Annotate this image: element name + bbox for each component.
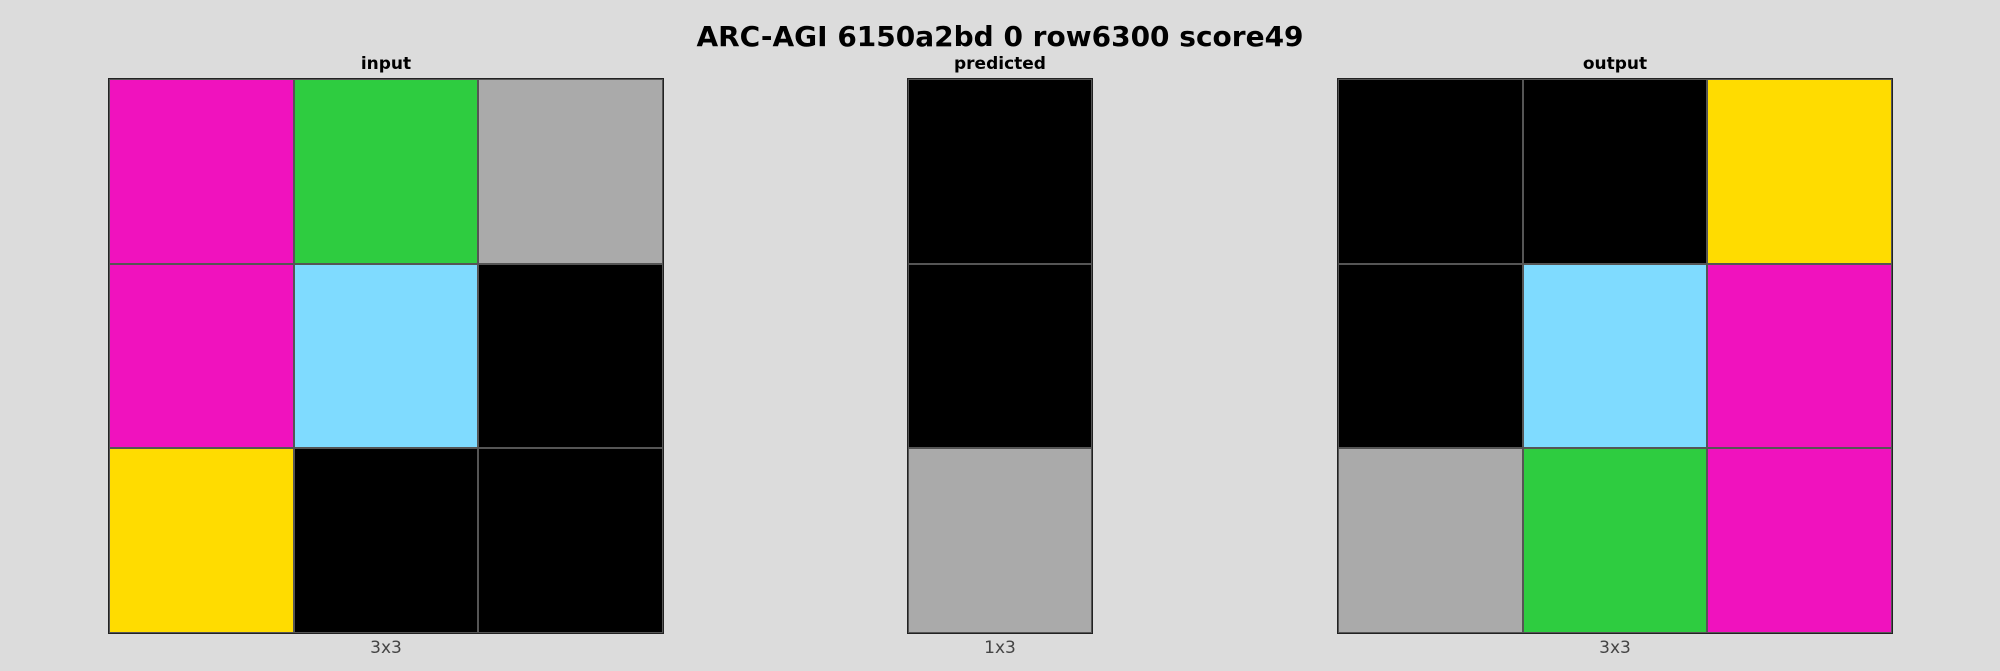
output-cell-r1-c0 — [1338, 263, 1523, 449]
input-cell-r2-c0 — [109, 448, 294, 633]
output-size-label: 3x3 — [1599, 638, 1631, 658]
output-cell-r0-c1 — [1522, 79, 1708, 264]
output-cell-r2-c2 — [1707, 448, 1892, 633]
output-cell-r1-c1 — [1522, 263, 1708, 449]
predicted-cell-r1-c0 — [908, 263, 1092, 449]
predicted-panel: predicted 1x3 — [907, 54, 1093, 666]
output-panel-label: output — [1582, 54, 1648, 74]
figure-title: ARC-AGI 6150a2bd 0 row6300 score49 — [696, 20, 1304, 53]
input-cell-r0-c0 — [109, 79, 294, 264]
output-grid — [1337, 78, 1893, 634]
input-panel-label: input — [360, 54, 412, 74]
output-cell-r1-c2 — [1707, 263, 1892, 449]
input-cell-r0-c2 — [478, 79, 663, 264]
input-cell-r1-c2 — [478, 263, 663, 449]
input-grid — [108, 78, 664, 634]
predicted-panel-label: predicted — [954, 54, 1046, 74]
input-cell-r1-c0 — [109, 263, 294, 449]
predicted-grid — [907, 78, 1093, 634]
input-panel: input 3x3 — [108, 54, 664, 666]
output-cell-r2-c1 — [1522, 448, 1708, 633]
predicted-size-label: 1x3 — [984, 638, 1016, 658]
output-cell-r0-c2 — [1707, 79, 1892, 264]
input-size-label: 3x3 — [370, 638, 402, 658]
input-cell-r0-c1 — [293, 79, 479, 264]
output-cell-r0-c0 — [1338, 79, 1523, 264]
input-cell-r1-c1 — [293, 263, 479, 449]
output-panel: output 3x3 — [1337, 54, 1893, 666]
input-cell-r2-c2 — [478, 448, 663, 633]
predicted-cell-r2-c0 — [908, 448, 1092, 633]
output-cell-r2-c0 — [1338, 448, 1523, 633]
predicted-cell-r0-c0 — [908, 79, 1092, 264]
input-cell-r2-c1 — [293, 448, 479, 633]
